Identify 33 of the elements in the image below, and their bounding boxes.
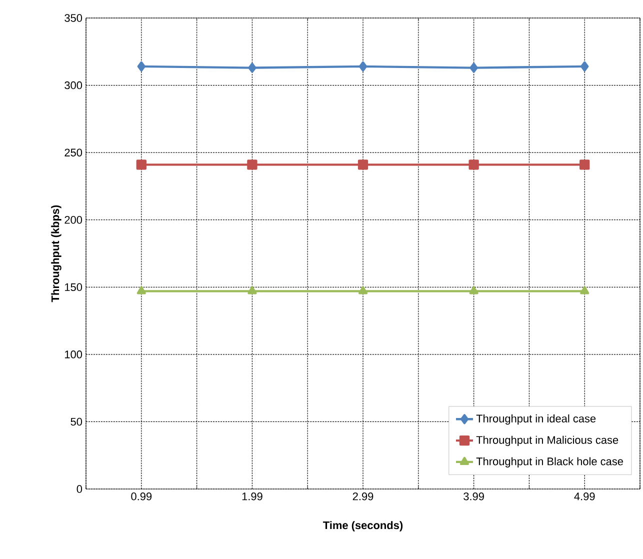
- point: [358, 286, 368, 294]
- point: [469, 286, 478, 294]
- x-tick-label: 3.99: [464, 492, 484, 500]
- point: [247, 160, 258, 170]
- point: [248, 62, 256, 73]
- point: [358, 160, 368, 170]
- x-tick-label: 0.99: [131, 492, 152, 500]
- point: [580, 286, 590, 294]
- y-tick-label: 350: [64, 14, 82, 22]
- y-tick-label: 50: [70, 418, 82, 426]
- y-tick-label: 250: [64, 148, 82, 156]
- x-axis-title: Time (seconds): [323, 521, 403, 532]
- x-tick-label: 4.99: [574, 492, 595, 500]
- point: [468, 160, 479, 170]
- point: [580, 61, 589, 72]
- point: [136, 160, 146, 170]
- y-axis-title: Throughput (kbps): [51, 205, 62, 302]
- legend-label: Throughput in ideal case: [476, 414, 596, 425]
- point: [137, 61, 146, 72]
- point: [580, 160, 590, 170]
- legend-label: Throughput in Black hole case: [476, 457, 623, 468]
- x-tick-label: 1.99: [242, 492, 262, 500]
- y-tick-label: 200: [64, 216, 82, 224]
- point: [136, 286, 146, 294]
- point: [470, 62, 478, 73]
- y-tick-label: 0: [76, 485, 82, 493]
- y-tick-label: 100: [65, 350, 82, 358]
- legend-label: Throughput in Malicious case: [476, 436, 618, 446]
- y-tick-label: 300: [64, 81, 82, 90]
- point: [248, 286, 257, 294]
- y-tick-label: 150: [65, 283, 82, 292]
- point: [358, 61, 368, 72]
- x-tick-label: 2.99: [352, 492, 374, 500]
